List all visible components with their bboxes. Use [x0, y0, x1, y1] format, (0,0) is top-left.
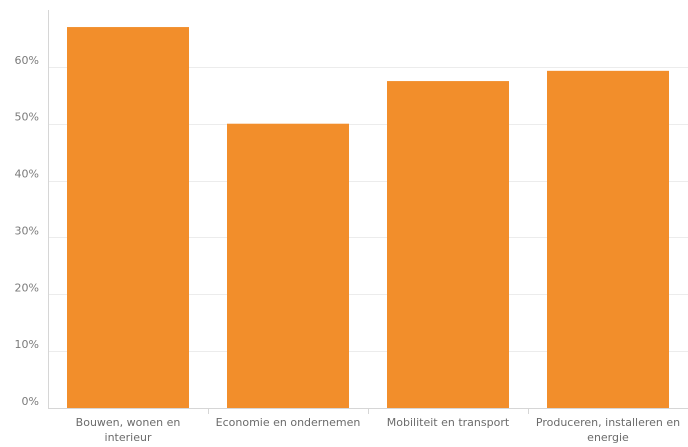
x-axis: Bouwen, wonen en interieur Economie en ond…: [48, 408, 688, 444]
x-tick-label-line: Economie en ondernemen: [216, 416, 361, 429]
y-tick-label: 40%: [15, 168, 39, 181]
x-tick-label-line: energie: [587, 431, 629, 444]
bar: [67, 27, 189, 409]
y-tick-label: 30%: [15, 224, 39, 237]
x-tick-label: Economie en ondernemen: [216, 416, 361, 429]
y-tick-label: 20%: [15, 281, 39, 294]
x-tick-label-line: interieur: [105, 431, 152, 444]
x-tick-label-line: Produceren, installeren en: [536, 416, 680, 429]
y-tick-label: 0%: [22, 395, 39, 408]
x-tick-label: Bouwen, wonen en interieur: [76, 416, 181, 444]
x-tick-label-line: Bouwen, wonen en: [76, 416, 181, 429]
y-axis: 0% 10% 20% 30% 40% 50% 60%: [15, 10, 49, 408]
y-tick-label: 10%: [15, 338, 39, 351]
x-tick-label: Produceren, installeren en energie: [536, 416, 680, 444]
bar: [387, 81, 509, 409]
bars: [67, 27, 669, 409]
y-tick-label: 50%: [15, 111, 39, 124]
bar: [227, 123, 349, 408]
x-tick-label-line: Mobiliteit en transport: [387, 416, 510, 429]
x-tick-label: Mobiliteit en transport: [387, 416, 510, 429]
bar: [547, 70, 669, 408]
y-tick-label: 60%: [15, 54, 39, 67]
